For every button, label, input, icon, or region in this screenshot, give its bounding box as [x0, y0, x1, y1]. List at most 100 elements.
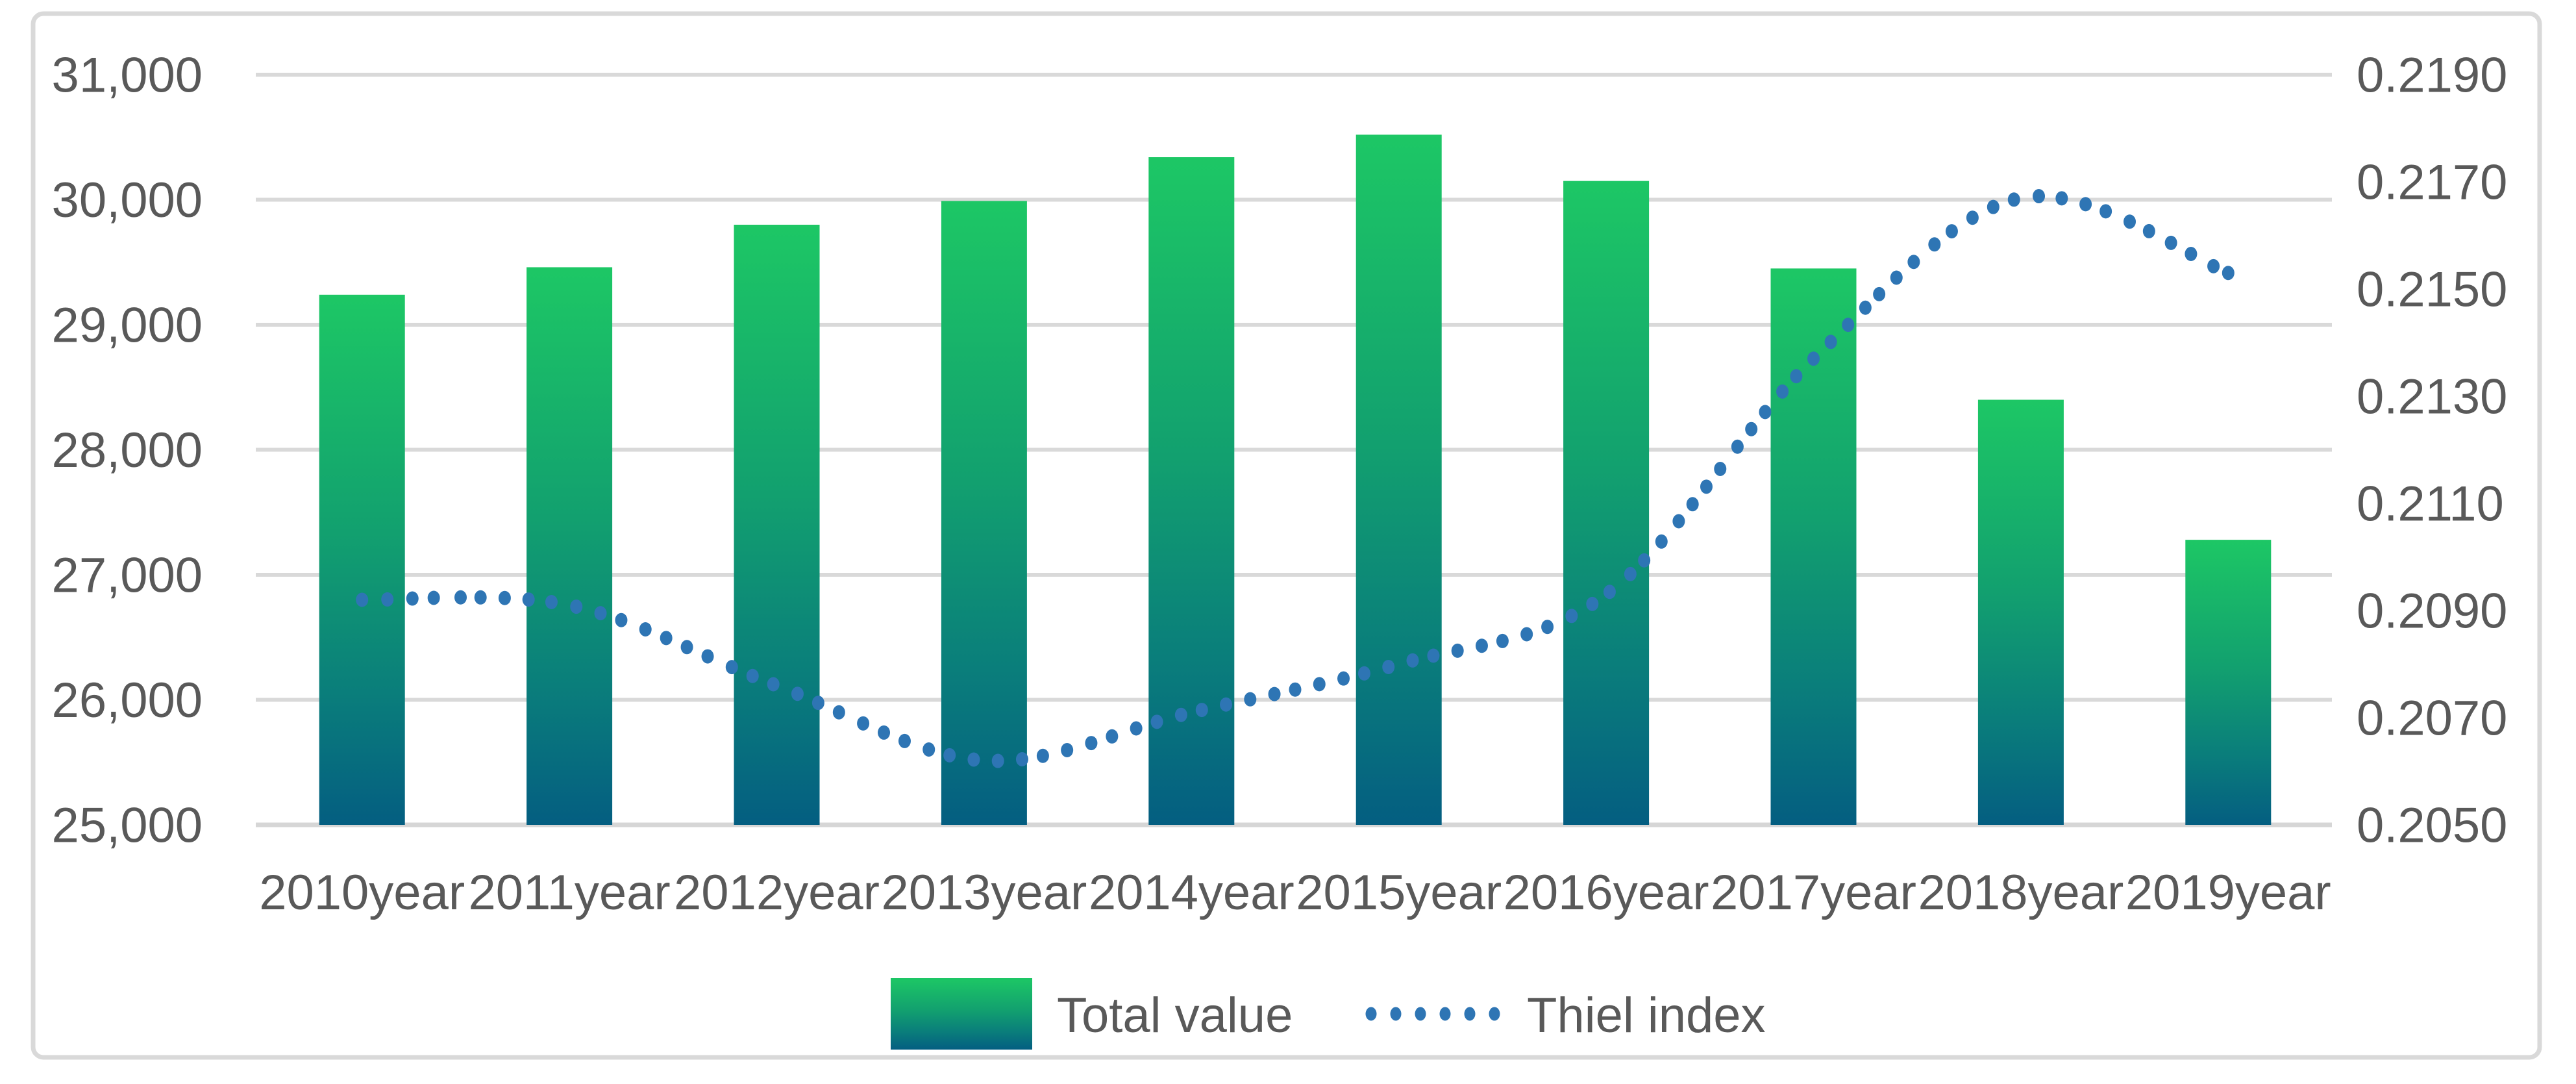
thiel-line-dot — [878, 725, 891, 740]
thiel-line-dot — [1966, 210, 1979, 225]
right-axis-tick-label: 0.2110 — [2357, 477, 2504, 532]
thiel-line-dot — [570, 599, 583, 614]
bar-2018year — [1977, 399, 2064, 825]
thiel-line-dot — [1731, 439, 1744, 454]
thiel-line-dot — [1714, 461, 1727, 476]
thiel-line-dot — [967, 752, 980, 767]
thiel-line-dot — [1655, 534, 1668, 549]
x-axis-tick-label: 2015year — [1296, 865, 1502, 920]
left-axis-tick-label: 26,000 — [52, 673, 203, 728]
thiel-line-dot — [2222, 266, 2235, 281]
thiel-line-dot — [701, 649, 714, 664]
thiel-line-dot — [2142, 223, 2155, 238]
thiel-line-dot — [1106, 729, 1119, 744]
thiel-line-dot — [1520, 627, 1533, 642]
bar-2011year — [526, 267, 613, 825]
thiel-line-dot — [1289, 682, 1302, 697]
thiel-line-dot — [1427, 648, 1440, 663]
thiel-line-dot — [1195, 703, 1208, 718]
thiel-line-dot — [791, 687, 804, 701]
thiel-line-dot — [1015, 751, 1028, 766]
thiel-line-dot — [1987, 199, 2000, 214]
thiel-index-dotted-line — [356, 189, 2235, 768]
thiel-line-dot — [1759, 405, 1772, 420]
thiel-line-dot — [2033, 189, 2046, 204]
x-axis-tick-label: 2017year — [1711, 865, 1916, 920]
bar-2016year — [1563, 181, 1650, 825]
thiel-line-dot — [1603, 585, 1616, 599]
thiel-line-dot — [1313, 677, 1326, 692]
category-axis: 2010year 2011year 2012year 2013year 2014year… — [259, 865, 2331, 920]
thiel-line-dot — [1890, 270, 1903, 285]
thiel-line-dot — [811, 696, 824, 711]
thiel-line-dot — [1130, 721, 1143, 736]
legend: Total value Thiel index — [891, 978, 1766, 1050]
thiel-line-dot — [594, 606, 607, 621]
thiel-line-dot — [406, 591, 419, 606]
thiel-line-dot — [498, 590, 511, 605]
right-axis-tick-label: 0.2170 — [2357, 155, 2507, 210]
thiel-line-dot — [2124, 214, 2136, 229]
left-axis-tick-label: 28,000 — [52, 423, 203, 478]
right-axis-tick-label: 0.2090 — [2357, 584, 2507, 639]
thiel-line-dot — [1357, 666, 1370, 681]
thiel-line-dot — [1496, 633, 1509, 648]
thiel-line-dot — [1451, 643, 1464, 658]
thiel-line-dot — [923, 742, 935, 757]
x-axis-tick-label: 2010year — [259, 865, 465, 920]
thiel-line-dot — [1406, 653, 1419, 668]
legend-dot — [1415, 1007, 1426, 1021]
bar-2019year — [2185, 540, 2272, 825]
thiel-line-dot — [1337, 671, 1350, 686]
thiel-line-dot — [1745, 422, 1758, 436]
legend-dot — [1365, 1007, 1377, 1021]
thiel-line-dot — [1565, 609, 1578, 624]
thiel-line-dot — [1859, 300, 1872, 315]
thiel-line-dot — [381, 592, 394, 607]
thiel-line-dot — [680, 640, 693, 655]
thiel-line-dot — [1382, 659, 1395, 674]
thiel-index-legend-marker — [1365, 1007, 1500, 1021]
right-axis-tick-label: 0.2150 — [2357, 262, 2507, 318]
legend-dot — [1439, 1007, 1451, 1021]
right-axis-tick-label: 0.2190 — [2357, 48, 2507, 103]
bar-2015year — [1356, 134, 1442, 825]
thiel-line-dot — [1638, 553, 1651, 568]
x-axis-tick-label: 2011year — [468, 865, 670, 920]
left-axis-tick-label: 29,000 — [52, 298, 203, 353]
thiel-line-dot — [474, 590, 487, 605]
thiel-line-dot — [1475, 638, 1488, 653]
thiel-line-dot — [1541, 620, 1554, 635]
thiel-line-dot — [2007, 192, 2020, 207]
thiel-line-dot — [1790, 369, 1803, 384]
right-value-axis: 0.2190 0.2170 0.2150 0.2130 0.2110 0.2090 0.20… — [2357, 48, 2507, 853]
thiel-line-dot — [1842, 318, 1855, 333]
thiel-line-dot — [1220, 697, 1233, 712]
thiel-line-dot — [1672, 514, 1685, 529]
thiel-line-dot — [1624, 566, 1637, 581]
legend-label-total-value: Total value — [1057, 988, 1293, 1043]
legend-dot — [1390, 1007, 1402, 1021]
thiel-line-dot — [1700, 479, 1713, 494]
thiel-line-dot — [2099, 204, 2112, 219]
thiel-line-dot — [1807, 351, 1820, 366]
thiel-line-dot — [1244, 692, 1257, 707]
thiel-line-dot — [1824, 334, 1837, 349]
thiel-line-dot — [454, 590, 467, 605]
thiel-line-dot — [943, 748, 956, 763]
thiel-line-dot — [1776, 384, 1789, 399]
bar-2014year — [1148, 157, 1235, 825]
thiel-line-dot — [746, 668, 759, 683]
thiel-line-dot — [767, 677, 780, 692]
thiel-line-dot — [356, 592, 369, 607]
thiel-line-dot — [615, 612, 628, 627]
left-axis-tick-label: 27,000 — [52, 548, 203, 603]
thiel-line-dot — [857, 716, 870, 731]
left-value-axis: 31,000 30,000 29,000 28,000 27,000 26,000 25,0… — [52, 48, 203, 853]
bar-2013year — [941, 201, 1027, 825]
thiel-line-dot — [1268, 687, 1281, 701]
x-axis-tick-label: 2013year — [881, 865, 1087, 920]
left-axis-tick-label: 30,000 — [52, 173, 203, 228]
thiel-line-dot — [1036, 748, 1049, 763]
